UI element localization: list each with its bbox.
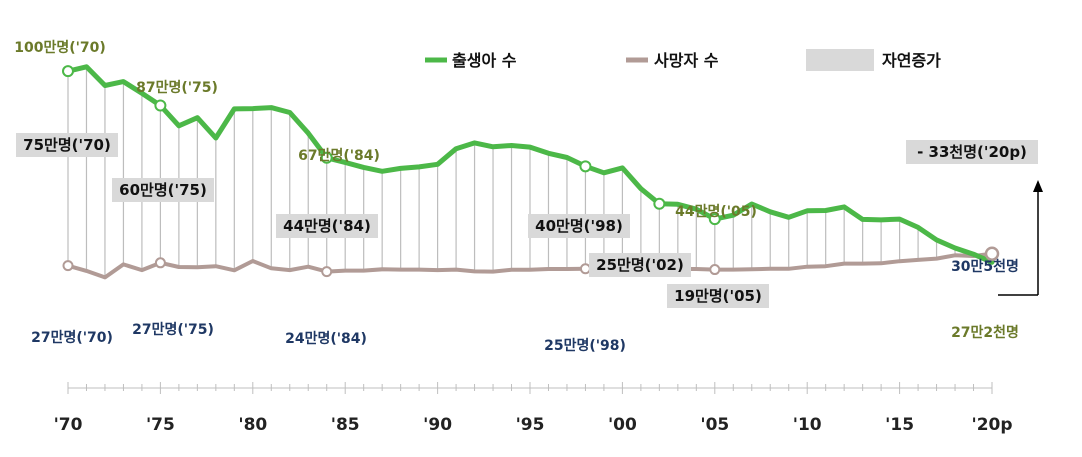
x-tick-label: '90 — [423, 415, 452, 435]
increase-annotation: 40만명('98) — [535, 217, 623, 235]
births-point — [708, 213, 721, 226]
births-point — [579, 160, 592, 173]
legend-area-label: 자연증가 — [882, 51, 941, 70]
death-annotation: 27만명('70) — [31, 329, 113, 346]
legend-deaths-label: 사망자 수 — [654, 51, 719, 70]
x-tick-label: '70 — [54, 415, 83, 435]
death-annotation: 24만명('84) — [285, 330, 367, 347]
arrow-head — [1033, 180, 1043, 192]
legend-births-label: 출생아 수 — [452, 51, 517, 70]
death-annotation: 25만명('98) — [544, 337, 626, 354]
birth-annotation: 100만명('70) — [14, 39, 106, 56]
deaths-point — [579, 263, 591, 275]
death-annotation: 30만5천명 — [951, 258, 1019, 275]
x-tick-label: '85 — [331, 415, 360, 435]
x-tick-label: '00 — [608, 415, 637, 435]
increase-annotation-box — [589, 253, 691, 277]
increase-annotation-box — [906, 140, 1038, 164]
increase-annotation-box — [667, 284, 769, 308]
birth-annotation: 67만명('84) — [298, 147, 380, 164]
deaths-point — [62, 260, 74, 272]
x-tick-label: '95 — [516, 415, 545, 435]
death-annotation: 27만명('75) — [132, 321, 214, 338]
increase-annotation: 25만명('02) — [596, 256, 684, 274]
x-tick-label: '75 — [146, 415, 175, 435]
deaths-line — [66, 251, 994, 280]
deaths-point — [984, 246, 1000, 261]
increase-annotation: 19만명('05) — [674, 287, 762, 305]
increase-annotation-box — [276, 214, 378, 238]
x-tick-label: '15 — [885, 415, 914, 435]
increase-annotation: 60만명('75) — [119, 181, 207, 199]
increase-annotation-box — [16, 133, 118, 157]
increase-annotation-box — [112, 178, 214, 202]
increase-annotation-box — [528, 214, 630, 238]
deaths-point — [709, 264, 721, 276]
increase-annotation: 75만명('70) — [23, 136, 111, 154]
x-tick-label: '05 — [700, 415, 729, 435]
deaths-point — [154, 257, 166, 269]
legend-area-swatch — [806, 49, 874, 71]
deaths-point — [321, 266, 333, 278]
birth-annotation: 27만2천명 — [951, 324, 1019, 341]
birth-annotation: 44만명('05) — [675, 203, 757, 220]
x-tick-label: '10 — [793, 415, 822, 435]
births-point — [320, 151, 333, 164]
x-tick-label: '80 — [238, 415, 267, 435]
births-point — [154, 99, 167, 112]
x-tick-label: '20p — [971, 415, 1012, 435]
increase-annotation: 44만명('84) — [283, 217, 371, 235]
births-point — [62, 65, 74, 78]
increase-annotation: - 33천명('20p) — [917, 143, 1027, 161]
births-point — [653, 197, 666, 210]
birth-annotation: 87만명('75) — [136, 79, 218, 96]
births-line — [65, 64, 995, 265]
